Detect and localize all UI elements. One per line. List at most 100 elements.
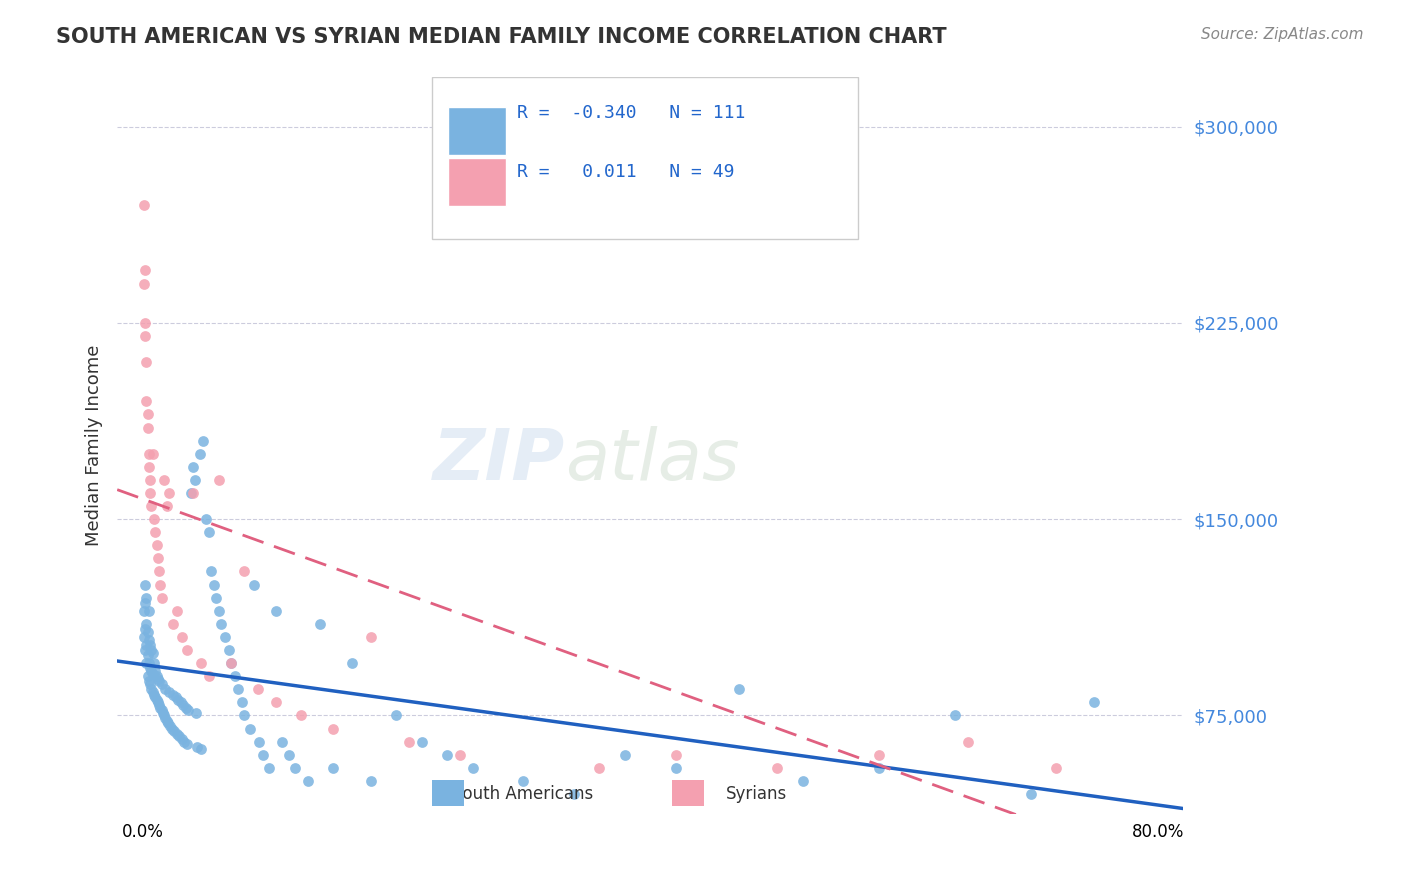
Point: [139, 677, 162, 691]
Point: [766, 761, 789, 775]
Point: [259, 761, 281, 775]
Point: [208, 604, 231, 618]
Point: [665, 747, 688, 762]
Point: [143, 664, 166, 678]
Point: [208, 473, 231, 487]
Point: [142, 666, 165, 681]
Point: [142, 447, 165, 461]
Point: [188, 447, 211, 461]
Point: [183, 459, 205, 474]
Point: [665, 761, 688, 775]
Text: SOUTH AMERICAN VS SYRIAN MEDIAN FAMILY INCOME CORRELATION CHART: SOUTH AMERICAN VS SYRIAN MEDIAN FAMILY I…: [56, 27, 946, 46]
Point: [309, 616, 332, 631]
Point: [143, 656, 166, 670]
Point: [284, 761, 307, 775]
Point: [170, 630, 193, 644]
Point: [562, 787, 585, 801]
Point: [145, 538, 167, 552]
Point: [136, 624, 159, 639]
Point: [156, 714, 179, 728]
Point: [221, 656, 243, 670]
Point: [174, 700, 197, 714]
Point: [183, 486, 205, 500]
Point: [512, 14, 534, 29]
Point: [169, 695, 191, 709]
Point: [728, 682, 751, 697]
Point: [148, 698, 170, 712]
Point: [176, 643, 198, 657]
Point: [146, 695, 169, 709]
Point: [202, 577, 225, 591]
Point: [136, 408, 159, 422]
Point: [139, 473, 162, 487]
Point: [172, 698, 194, 712]
Point: [153, 473, 176, 487]
Point: [167, 692, 190, 706]
Point: [461, 761, 484, 775]
Point: [141, 682, 163, 697]
Point: [132, 198, 155, 212]
Point: [177, 703, 200, 717]
FancyBboxPatch shape: [432, 78, 858, 239]
Point: [165, 690, 187, 705]
Point: [134, 596, 156, 610]
Point: [134, 643, 156, 657]
Point: [134, 263, 156, 277]
Point: [247, 682, 270, 697]
Point: [135, 638, 157, 652]
Point: [157, 685, 180, 699]
Point: [271, 734, 294, 748]
Point: [143, 512, 166, 526]
Point: [943, 708, 966, 723]
Point: [153, 708, 176, 723]
Point: [155, 711, 177, 725]
Point: [149, 700, 172, 714]
Point: [160, 722, 183, 736]
Point: [233, 565, 256, 579]
Point: [169, 730, 191, 744]
Point: [613, 747, 636, 762]
Point: [214, 630, 236, 644]
Point: [1083, 695, 1105, 709]
Point: [588, 761, 610, 775]
Point: [436, 747, 458, 762]
Point: [134, 577, 156, 591]
Point: [218, 643, 240, 657]
Point: [224, 669, 246, 683]
Text: Syrians: Syrians: [727, 785, 787, 803]
Point: [141, 643, 163, 657]
Point: [231, 695, 253, 709]
Text: Source: ZipAtlas.com: Source: ZipAtlas.com: [1201, 27, 1364, 42]
Point: [132, 630, 155, 644]
Point: [166, 727, 188, 741]
Point: [200, 565, 222, 579]
Point: [197, 525, 219, 540]
FancyBboxPatch shape: [447, 159, 506, 206]
Point: [205, 591, 228, 605]
Y-axis label: Median Family Income: Median Family Income: [86, 345, 103, 546]
Point: [247, 734, 270, 748]
Point: [1019, 787, 1042, 801]
Point: [243, 577, 266, 591]
Point: [360, 630, 382, 644]
Bar: [672, 780, 703, 806]
Point: [148, 674, 170, 689]
Point: [163, 724, 186, 739]
Point: [134, 622, 156, 636]
Point: [449, 747, 471, 762]
Point: [138, 459, 160, 474]
Point: [297, 773, 319, 788]
Point: [190, 742, 212, 756]
Point: [152, 706, 174, 720]
Point: [184, 706, 207, 720]
Point: [136, 669, 159, 683]
Point: [180, 486, 202, 500]
Point: [136, 648, 159, 663]
Point: [148, 565, 170, 579]
Point: [512, 773, 534, 788]
Point: [385, 708, 408, 723]
Point: [146, 551, 169, 566]
Point: [143, 688, 166, 702]
Point: [146, 672, 169, 686]
Point: [134, 316, 156, 330]
